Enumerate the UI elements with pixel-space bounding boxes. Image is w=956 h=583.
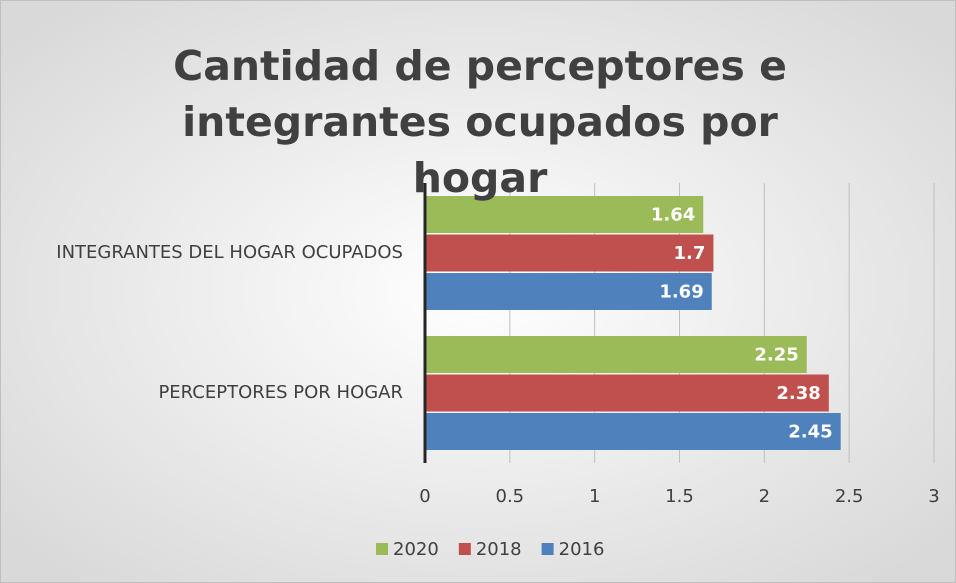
data-label: 2.45 xyxy=(788,422,832,443)
legend-label: 2016 xyxy=(559,539,605,560)
legend-swatch xyxy=(458,543,471,555)
data-label: 2.38 xyxy=(776,383,820,404)
data-label: 2.25 xyxy=(754,345,798,366)
legend-swatch xyxy=(376,543,388,555)
bar xyxy=(425,196,704,233)
legend-swatch xyxy=(541,543,554,555)
data-label: 1.69 xyxy=(659,282,703,303)
bar xyxy=(425,374,829,412)
bar xyxy=(425,234,714,272)
y-tick-label: PERCEPTORES POR HOGAR xyxy=(158,382,403,403)
bar xyxy=(425,413,841,450)
y-tick-label: INTEGRANTES DEL HOGAR OCUPADOS xyxy=(56,242,403,263)
x-tick-label: 1.5 xyxy=(665,486,694,507)
x-tick-label: 2 xyxy=(759,486,770,507)
x-tick-label: 0 xyxy=(419,486,430,507)
data-label: 1.64 xyxy=(651,205,695,226)
legend-label: 2018 xyxy=(476,539,522,560)
chart-title: Cantidad de perceptores e integrantes oc… xyxy=(173,42,787,202)
x-tick-label: 0.5 xyxy=(496,486,525,507)
bar xyxy=(425,273,712,310)
bar xyxy=(425,336,807,373)
legend-label: 2020 xyxy=(393,539,439,560)
x-tick-label: 3 xyxy=(928,486,939,507)
x-tick-label: 2.5 xyxy=(835,486,864,507)
x-tick-label: 1 xyxy=(589,486,600,507)
data-label: 1.7 xyxy=(674,243,706,264)
